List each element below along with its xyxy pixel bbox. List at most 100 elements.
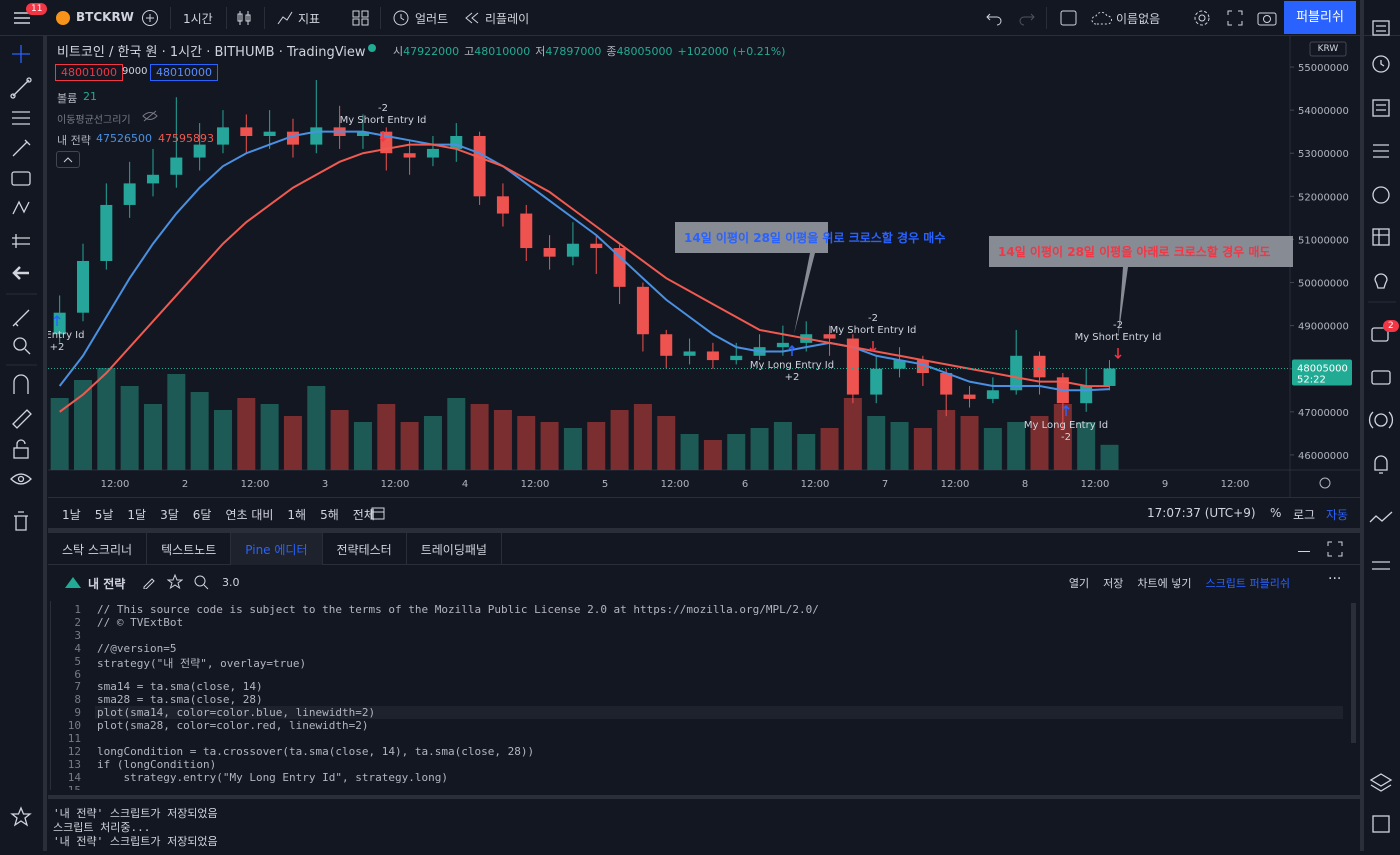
candle-body (823, 334, 836, 339)
alert-icon[interactable] (392, 9, 410, 27)
version[interactable]: 3.0 (222, 576, 240, 589)
interval[interactable]: 1시간 (183, 12, 213, 26)
code-line: if (longCondition) (97, 757, 217, 771)
candle-body (123, 183, 136, 205)
goto-date-icon[interactable] (370, 505, 386, 521)
signal-arrow (1114, 348, 1122, 360)
rename-icon[interactable] (142, 575, 156, 589)
candle-body (590, 243, 603, 249)
chart-type-icon[interactable] (236, 9, 252, 27)
candle-body (636, 286, 649, 335)
volume-bar (913, 428, 932, 470)
code-editor[interactable]: 1 // This source code is subject to the t… (50, 601, 1350, 790)
range-button[interactable]: 1해 (287, 508, 307, 522)
settings-icon[interactable] (1193, 9, 1211, 27)
hide-icon[interactable] (142, 110, 158, 122)
favorite-icon[interactable] (167, 574, 183, 590)
replay[interactable]: 리플레이 (485, 12, 530, 26)
script-name[interactable]: 내 전략 (88, 577, 126, 591)
panel-tab[interactable]: Pine 에디터 (231, 533, 323, 565)
volume-bar (377, 404, 396, 470)
fullscreen-icon[interactable] (1226, 9, 1244, 27)
line-number: 4 (74, 641, 81, 655)
candle-body (100, 204, 113, 261)
range-button[interactable]: 1날 (62, 508, 81, 522)
indicators-icon[interactable] (276, 9, 294, 27)
widget-icons (1368, 20, 1396, 833)
signal-label: My Short Entry Id (830, 325, 917, 336)
left-toolbar (0, 36, 47, 851)
layout-icon[interactable] (1060, 10, 1078, 26)
coin-icon (56, 11, 70, 25)
x-tick-label: 12:00 (521, 479, 550, 490)
editor-action[interactable]: 저장 (1103, 577, 1124, 590)
candle-body (893, 360, 906, 369)
line-number: 5 (74, 654, 81, 668)
indicators[interactable]: 지표 (298, 12, 321, 26)
candle-body (170, 157, 183, 175)
snapshot-icon[interactable] (1257, 9, 1277, 27)
bid-price[interactable]: 48001000 (55, 64, 123, 81)
log-toggle[interactable]: 로그 (1293, 508, 1316, 522)
add-symbol-icon[interactable] (141, 9, 159, 27)
panel-tab[interactable]: 전략테스터 (323, 533, 407, 565)
collapse-button[interactable] (56, 151, 80, 168)
console-line: '내 전략' 스크립트가 저장되었음 (53, 807, 218, 820)
signal-label: My Short Entry Id (340, 115, 427, 126)
range-button[interactable]: 6달 (192, 508, 212, 522)
countdown: 52:22 (1297, 375, 1326, 386)
volume-bar (820, 428, 839, 470)
range-button[interactable]: 3달 (160, 508, 179, 522)
volume-bar (73, 380, 92, 470)
ask-price[interactable]: 48010000 (150, 64, 218, 81)
volume-bar (657, 416, 676, 470)
console: '내 전략' 스크립트가 저장되었음 스크립트 처리중... '내 전략' 스크립트… (48, 795, 1360, 851)
editor-actions: 열기 저장 차트에 넣기 스크립트 퍼블리쉬 (1069, 575, 1290, 591)
percent-toggle[interactable]: % (1270, 506, 1282, 520)
candle-body (1010, 355, 1023, 391)
minimize-icon[interactable] (1298, 551, 1310, 552)
auto-toggle[interactable]: 자동 (1326, 508, 1349, 522)
range-button[interactable]: 전체 (352, 508, 375, 522)
alert[interactable]: 얼러트 (415, 12, 449, 26)
range-list: 1날 5날 1달 3달 6달 연초 대비 1해 5해 전체 (62, 506, 375, 523)
editor-action[interactable]: 열기 (1068, 577, 1090, 590)
panel-tab[interactable]: 트레이딩패널 (407, 533, 502, 565)
symbol[interactable]: BTCKRW (76, 10, 134, 24)
layout-name[interactable]: 이름없음 (1116, 12, 1161, 26)
code-line: // © TVExtBot (97, 615, 184, 629)
editor-action[interactable]: 차트에 넣기 (1137, 577, 1192, 590)
line-number: 2 (74, 615, 81, 629)
notification-badge: 11 (26, 3, 48, 15)
volume-bar (260, 404, 279, 470)
publish-button[interactable]: 퍼블리쉬 (1284, 1, 1356, 34)
volume-bar (610, 410, 629, 470)
code-line: // This source code is subject to the te… (97, 603, 819, 616)
ohlc-value: 48010000 (474, 45, 531, 58)
line-number: 14 (67, 770, 81, 784)
editor-action[interactable]: 스크립트 퍼블리쉬 (1205, 577, 1290, 590)
y-tick-label: 52000000 (1298, 192, 1349, 203)
line-number: 7 (74, 680, 81, 694)
cloud-icon[interactable] (1090, 10, 1114, 26)
price-axis (1290, 36, 1360, 497)
panel-tab[interactable]: 텍스트노트 (147, 533, 232, 565)
console-line: 스크립트 처리중... (53, 821, 151, 834)
range-button[interactable]: 5날 (94, 508, 114, 522)
callout-text: 14일 이평이 28일 이평을 위로 크로스할 경우 매수 (684, 230, 945, 245)
more-icon[interactable]: ··· (1328, 571, 1342, 587)
redo-icon[interactable] (1018, 10, 1036, 26)
last-price: 48005000 (1297, 364, 1348, 375)
x-tick-label: 8 (1022, 479, 1028, 490)
search-icon[interactable] (193, 574, 209, 590)
range-button[interactable]: 1달 (127, 508, 147, 522)
templates-icon[interactable] (352, 10, 370, 26)
panel-tab[interactable]: 스탁 스크리너 (48, 533, 148, 565)
clock[interactable]: 17:07:37 (UTC+9) (1147, 506, 1256, 520)
ohlc-value: 48005000 (616, 45, 673, 58)
range-button[interactable]: 5해 (320, 508, 339, 522)
replay-icon[interactable] (464, 11, 480, 25)
range-button[interactable]: 연초 대비 (225, 508, 274, 522)
undo-icon[interactable] (985, 10, 1003, 26)
maximize-icon[interactable] (1327, 541, 1343, 557)
